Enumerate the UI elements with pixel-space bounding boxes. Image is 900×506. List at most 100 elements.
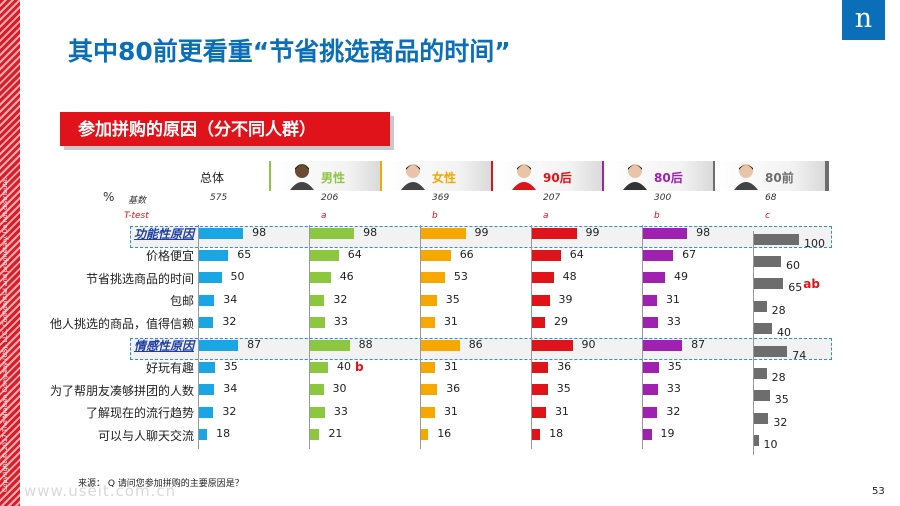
t-test-label: T-test xyxy=(124,211,149,221)
data-label: 32 xyxy=(333,292,348,306)
data-label: 65 xyxy=(788,281,803,295)
data-label: 35 xyxy=(445,292,460,306)
series-header-4 xyxy=(491,161,607,191)
data-label: 31 xyxy=(554,404,569,418)
series-name-3: 女性 xyxy=(432,171,457,185)
bar xyxy=(310,361,328,373)
data-label: 40 xyxy=(777,326,791,340)
bar xyxy=(532,384,548,396)
group-label: 功能性原因 xyxy=(133,227,194,241)
bar xyxy=(310,272,331,284)
bar xyxy=(643,339,683,351)
base-value: 369 xyxy=(432,193,450,203)
base-value: 300 xyxy=(654,193,672,203)
brand-logo xyxy=(842,0,885,40)
bar xyxy=(532,294,550,306)
significance-mark: b xyxy=(355,359,364,374)
bar xyxy=(421,429,429,441)
baseline-axis xyxy=(753,231,754,455)
bar xyxy=(421,384,438,396)
data-label: 31 xyxy=(443,404,458,418)
bar xyxy=(199,249,229,261)
data-label: 19 xyxy=(660,427,675,441)
bar xyxy=(754,278,784,290)
ttest-code: b xyxy=(432,211,438,221)
data-label: 88 xyxy=(358,337,373,351)
data-label: 48 xyxy=(562,270,577,284)
data-label: 40 xyxy=(337,359,351,373)
data-label: 87 xyxy=(691,337,706,351)
baseline-axis xyxy=(309,225,310,449)
bar xyxy=(421,317,435,329)
data-label: 100 xyxy=(804,236,825,250)
data-label: 29 xyxy=(554,315,569,329)
bar xyxy=(643,406,658,418)
data-label: 33 xyxy=(666,315,681,329)
series-header-5 xyxy=(602,161,718,191)
baseline-axis xyxy=(531,225,532,449)
data-label: 66 xyxy=(459,247,474,261)
bar xyxy=(199,361,215,373)
baseline-axis xyxy=(198,225,199,449)
data-label: 33 xyxy=(333,315,348,329)
category-label: 节省挑选商品的时间 xyxy=(85,271,194,286)
data-label: 36 xyxy=(557,359,572,373)
data-label: 49 xyxy=(674,270,689,284)
significance-mark: ab xyxy=(803,277,820,292)
data-label: 10 xyxy=(763,438,778,452)
bar xyxy=(643,361,659,373)
base-value: 575 xyxy=(210,193,228,203)
male-avatar-icon xyxy=(290,164,314,190)
data-label: 98 xyxy=(252,225,267,239)
pre80-avatar-icon xyxy=(734,164,758,190)
base-value: 207 xyxy=(543,193,561,203)
bar xyxy=(199,384,215,396)
bar xyxy=(754,435,759,447)
bar xyxy=(532,361,549,373)
post80-avatar-icon xyxy=(623,164,647,190)
bar xyxy=(421,294,437,306)
data-label: 33 xyxy=(333,404,348,418)
data-label: 34 xyxy=(223,382,238,396)
series-name-4: 90后 xyxy=(543,171,572,185)
ttest-code: b xyxy=(654,211,660,221)
bar xyxy=(421,361,435,373)
series-name-2: 男性 xyxy=(321,171,346,185)
bar xyxy=(643,227,688,239)
bar xyxy=(199,227,244,239)
bar xyxy=(421,406,435,418)
base-value: 206 xyxy=(321,193,339,203)
bar xyxy=(199,272,222,284)
data-label: 99 xyxy=(474,225,489,239)
bar xyxy=(532,317,546,329)
bar xyxy=(754,390,770,402)
ttest-code: c xyxy=(765,211,770,221)
data-label: 64 xyxy=(347,247,362,261)
data-label: 30 xyxy=(332,382,347,396)
data-label: 87 xyxy=(247,337,262,351)
baseline-axis xyxy=(420,225,421,449)
bar xyxy=(310,227,355,239)
bar xyxy=(754,233,799,245)
group-label: 情感性原因 xyxy=(133,339,194,353)
base-value: 68 xyxy=(765,193,777,203)
ttest-code: a xyxy=(321,211,327,221)
category-label: 为了帮朋友凑够拼团的人数 xyxy=(49,383,194,398)
data-label: 35 xyxy=(774,393,789,407)
bar xyxy=(199,429,208,441)
bar xyxy=(532,429,541,441)
bar xyxy=(199,317,214,329)
page-title: 其中80前更看重“节省挑选商品的时间” xyxy=(68,37,511,66)
bar xyxy=(643,429,652,441)
series-name-1: 总体 xyxy=(200,171,225,185)
category-label: 好玩有趣 xyxy=(145,361,194,376)
bar xyxy=(199,406,214,418)
category-label: 包邮 xyxy=(169,294,194,309)
data-label: 32 xyxy=(666,404,681,418)
data-label: 39 xyxy=(558,292,573,306)
bar xyxy=(310,406,325,418)
bar xyxy=(643,384,658,396)
post90-avatar-icon xyxy=(512,164,536,190)
base-label: 基数 xyxy=(128,196,147,206)
data-label: 32 xyxy=(222,315,237,329)
